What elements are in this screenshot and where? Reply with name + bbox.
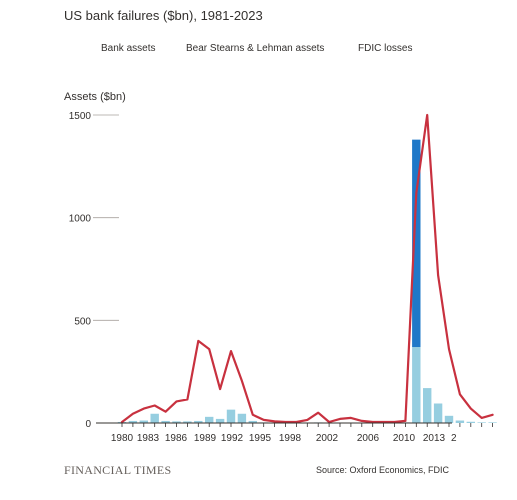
bar-bank-assets — [412, 347, 421, 423]
y-axis-tick-labels: 0 500 1000 1500 — [69, 111, 92, 430]
x-axis-tick-labels: 1980 1983 1986 1989 1992 1995 1998 2002 2006 2010… — [111, 433, 457, 444]
bar-bank-assets — [128, 420, 138, 423]
bar-bank-assets — [183, 421, 192, 423]
y-gridlines — [93, 114, 119, 321]
bar-bear-lehman — [412, 139, 421, 348]
bar-bank-assets — [455, 420, 465, 423]
x-tick-label: 2010 — [393, 433, 416, 444]
bar-bank-assets — [194, 420, 203, 423]
x-tick-label: 2 — [451, 433, 457, 444]
x-tick-label: 2002 — [316, 433, 339, 444]
y-tick-label: 500 — [74, 316, 91, 327]
bar-bank-assets — [466, 421, 475, 423]
source-note: Source: Oxford Economics, FDIC — [316, 465, 450, 475]
x-tick-label: 1986 — [165, 433, 188, 444]
bar-bank-assets — [423, 388, 432, 423]
bar-bank-assets — [205, 416, 214, 423]
x-tick-label: 1980 — [111, 433, 134, 444]
bar-bank-assets — [161, 420, 170, 423]
x-tick-label: 1998 — [279, 433, 302, 444]
bar-bank-assets — [248, 420, 257, 423]
y-tick-label: 1000 — [69, 214, 92, 225]
fdic-losses-line — [120, 113, 494, 424]
x-tick-label: 1983 — [137, 433, 160, 444]
bear-lehman-bars — [412, 139, 421, 348]
legend: Bank assets Bear Stearns & Lehman assets… — [0, 43, 517, 59]
x-tick-label: 1992 — [221, 433, 244, 444]
bar-bank-assets — [433, 403, 443, 423]
legend-bear-lehman: Bear Stearns & Lehman assets — [186, 43, 325, 54]
bar-bank-assets — [150, 413, 159, 423]
bar-bank-assets — [477, 422, 486, 423]
chart-title: US bank failures ($bn), 1981-2023 — [64, 8, 263, 23]
ft-logo-text: FINANCIAL TIMES — [64, 463, 172, 477]
x-axis-ticks — [121, 423, 494, 427]
bar-bank-assets — [444, 415, 454, 423]
legend-fdic-losses: FDIC losses — [358, 43, 413, 54]
bar-bank-assets — [488, 422, 497, 423]
x-tick-label: 1989 — [194, 433, 217, 444]
bar-bank-assets — [237, 413, 247, 423]
bar-bank-assets — [172, 421, 181, 423]
x-tick-label: 2006 — [357, 433, 380, 444]
bar-bank-assets — [139, 420, 148, 423]
bank-assets-bars — [117, 347, 497, 423]
bar-bank-assets — [226, 409, 236, 423]
bar-bank-assets — [215, 418, 225, 423]
legend-bank-assets: Bank assets — [101, 43, 156, 54]
y-tick-label: 0 — [85, 419, 91, 430]
x-tick-label: 2013 — [423, 433, 446, 444]
x-tick-label: 1995 — [249, 433, 272, 444]
y-axis-title: Assets ($bn) — [64, 91, 126, 103]
y-tick-label: 1500 — [69, 111, 92, 122]
